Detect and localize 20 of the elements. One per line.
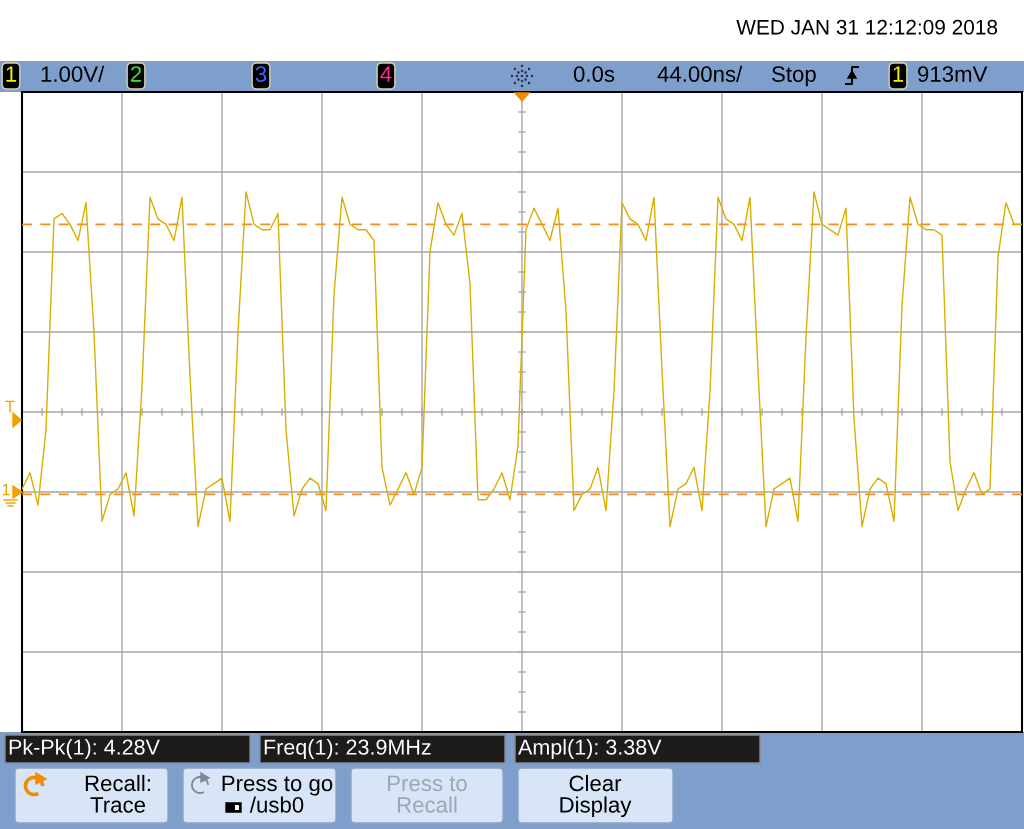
text: 1 [6, 66, 17, 82]
text: 44.00ns/ [657, 65, 743, 82]
text: 4 [380, 66, 392, 82]
text: 1 [893, 66, 904, 82]
text: WED JAN 31 12:12:09 2018 [736, 19, 998, 35]
text: 1.00V/ [41, 65, 105, 82]
text: Freq(1): 23.9MHz [264, 738, 431, 760]
text: Clear Display [560, 774, 632, 818]
text: Press to Recall [388, 775, 467, 813]
text: Press to go /usb0 [222, 775, 333, 813]
text: 1 [2, 483, 10, 496]
text: 0.0s [573, 66, 615, 82]
text: Stop [772, 66, 816, 87]
text: T [5, 400, 15, 413]
text: Recall: Trace [85, 774, 150, 813]
text: 913mV [918, 66, 988, 82]
text: 2 [130, 66, 142, 82]
text: Ampl(1): 3.38V [518, 738, 662, 760]
text: 3 [255, 66, 267, 82]
text: Pk-Pk(1): 4.28V [9, 738, 160, 760]
